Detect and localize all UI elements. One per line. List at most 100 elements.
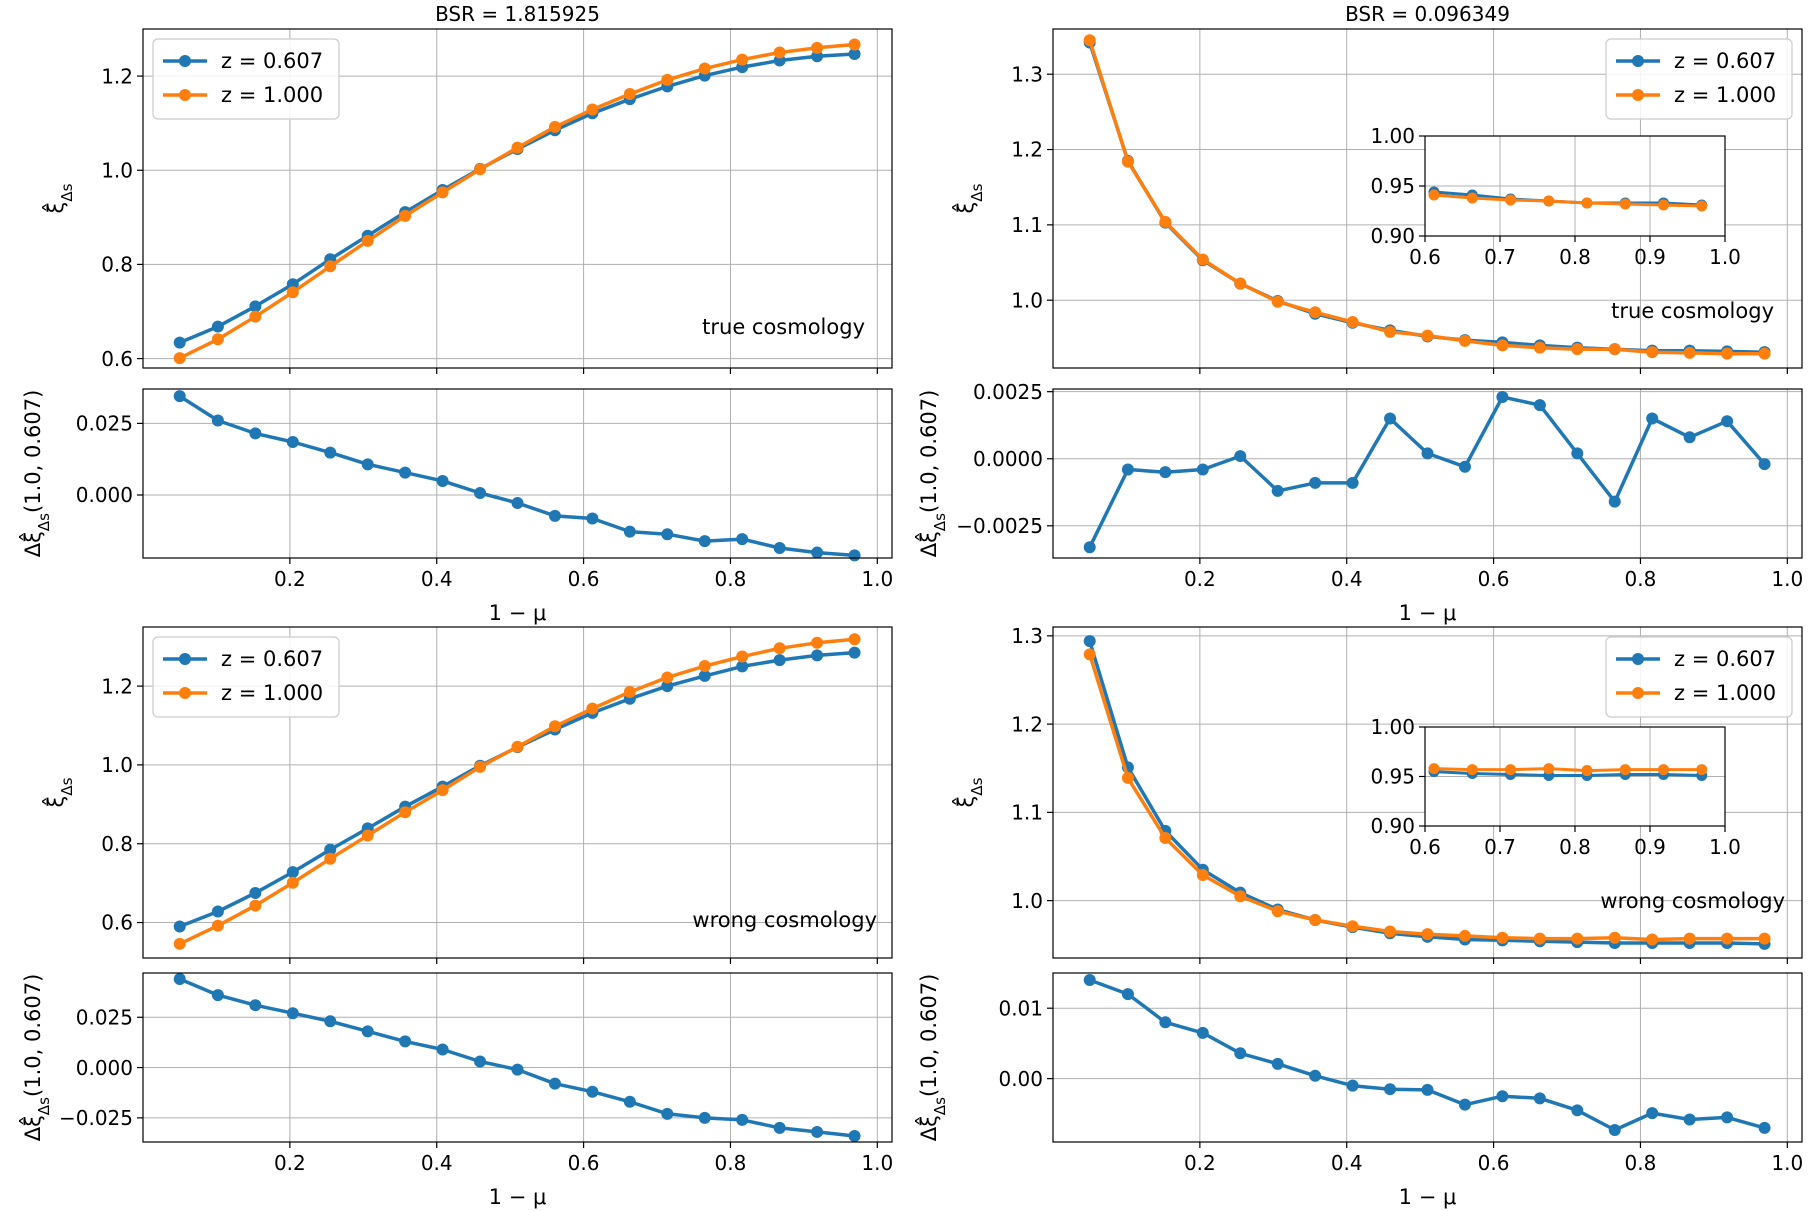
bottom-right-main-legend-label: z = 1.000 [1674, 681, 1776, 705]
top-left-main-frame [142, 28, 893, 369]
bottom-left-diff-series-0-point [511, 1063, 524, 1076]
top-left-main-title: BSR = 1.815925 [435, 2, 600, 26]
top-right-main-legend-label: z = 0.607 [1674, 49, 1776, 73]
top-left-main-series-0-point [249, 300, 262, 313]
bottom-right-main-inset: 0.90 0.95 1.00 0.6 0.7 0.8 0.9 1.0 [1370, 715, 1740, 859]
bottom-right-main-inset-x-tick-label: 0.7 [1484, 835, 1516, 859]
bottom-right-main-series-1-point [1159, 831, 1172, 844]
bottom-right-main-inset-series-1-point [1543, 763, 1555, 775]
top-right-diff-series-0-point [1646, 412, 1659, 425]
top-right-main-inset-series-1-line [1433, 193, 1702, 208]
bottom-left-diff-frame [142, 972, 893, 1143]
bottom-right-diff-series-0-point [1196, 1026, 1209, 1039]
top-left-diff-series-0-point [623, 525, 636, 538]
top-left-main-series-1-point [511, 141, 524, 154]
top-right-diff-series-0-point [1083, 541, 1096, 554]
top-left-main-series-1-point [623, 87, 636, 100]
bottom-right-main-series-1-point [1271, 905, 1284, 918]
bottom-left-main-series-0-point [736, 660, 749, 673]
top-left-main-legend-box [152, 38, 340, 120]
top-left-main-y-tick-label: 1.0 [101, 158, 133, 182]
top-right-main-inset-x-tick-label: 0.9 [1634, 245, 1666, 269]
bottom-right-main-inset-series-1-point [1696, 764, 1708, 776]
top-right-diff-x-tick-label: 0.2 [1184, 567, 1216, 591]
bottom-right-main-series-1-point [1234, 890, 1247, 903]
top-right-main-y-tick-label: 1.0 [1011, 288, 1043, 312]
bottom-right-diff-series-0-point [1608, 1124, 1621, 1137]
bottom-left-main-y-tick-label: 0.6 [101, 911, 133, 935]
top-left-main-series-1-point [173, 352, 186, 365]
bottom-left-main-series-1-point [286, 876, 299, 889]
top-left-main-series-0-point [211, 320, 224, 333]
bottom-right-main-inset-x-tick-label: 0.8 [1559, 835, 1591, 859]
bottom-left-main-series-1-point [474, 760, 487, 773]
bottom-right-main-series-1-point [1608, 931, 1621, 944]
bottom-left-diff-y-axis-label: Δξ̂Δs(1.0, 0.607) [19, 974, 53, 1142]
top-left-main-legend-swatch-marker [179, 89, 191, 101]
top-right-main-inset-series-1-point [1696, 200, 1708, 212]
bottom-right-main-inset-x-tick-label: 0.6 [1409, 835, 1441, 859]
bottom-left-main-series-1-point [848, 633, 861, 646]
bottom-left-diff-y-tick-label: 0.000 [76, 1056, 133, 1080]
top-right-diff-series-0-point [1346, 476, 1359, 489]
top-left-diff-x-tick-label: 0.8 [715, 567, 747, 591]
bottom-left-diff: −0.025 0.000 0.025 0.2 0.4 0.6 0.8 1.0 [59, 972, 893, 1175]
top-left-diff-x-tick-label: 0.4 [421, 567, 453, 591]
top-left-main-legend-label: z = 0.607 [221, 49, 323, 73]
bottom-left-diff-x-tick-label: 0.2 [274, 1151, 306, 1175]
top-left-main-y-tick-label: 1.2 [101, 64, 133, 88]
top-left-main-series-1-point [361, 234, 374, 247]
bottom-left-main-y-tick-label: 1.0 [101, 753, 133, 777]
top-right-main-series-1-point [1309, 306, 1322, 319]
bottom-right-main-series-1-point [1683, 932, 1696, 945]
bottom-right-main-series-1-point [1384, 925, 1397, 938]
top-left-main-series-1-point [249, 310, 262, 323]
top-right-main-inset-x-tick-label: 1.0 [1709, 245, 1741, 269]
top-right-main-series-1-point [1346, 316, 1359, 329]
bottom-right-diff-series-0-point [1346, 1079, 1359, 1092]
bottom-right-main-inset-series-1-point [1619, 764, 1631, 776]
bottom-right-diff-series-0-point [1121, 988, 1134, 1001]
top-right-main-legend-box [1605, 38, 1793, 120]
top-right-main-series-1-point [1196, 253, 1209, 266]
top-left-main-series-1-point [548, 120, 561, 133]
top-right-main-y-tick-label: 1.1 [1011, 213, 1043, 237]
top-right-main-series-1-point [1721, 347, 1734, 360]
top-right-main-inset-x-tick-label: 0.7 [1484, 245, 1516, 269]
bottom-right-diff-series-0-point [1646, 1107, 1659, 1120]
top-right-main-series-1-point [1683, 346, 1696, 359]
top-right-main-y-axis-label: ξ̂Δs [952, 183, 986, 213]
top-right-diff-series-0-point [1384, 412, 1397, 425]
top-left-main-series-1-point [773, 46, 786, 59]
top-right-main-y-tick-label: 1.3 [1011, 62, 1043, 86]
bottom-right-main-y-tick-label: 1.1 [1011, 801, 1043, 825]
top-right-main-inset-x-tick-label: 0.6 [1409, 245, 1441, 269]
bottom-left-main-series-0-point [698, 669, 711, 682]
bottom-right-main-legend-label: z = 0.607 [1674, 647, 1776, 671]
top-right-main-annotation: true cosmology [1611, 299, 1774, 323]
top-right-main-inset-series-1-point [1428, 189, 1440, 201]
top-right-diff-series-0-point [1458, 460, 1471, 473]
bottom-right-diff-frame [1052, 972, 1803, 1143]
top-right-main-series-1-point [1421, 329, 1434, 342]
top-right-main-inset-series-1-point [1658, 199, 1669, 211]
bottom-left-main-series-1-point [399, 806, 412, 819]
top-right-diff-x-tick-label: 1.0 [1771, 567, 1803, 591]
top-left-main-series-0-point [173, 336, 186, 349]
top-right-main-frame [1052, 28, 1803, 369]
top-left-diff-series-0-point [399, 466, 412, 479]
bottom-right-diff-series-0-point [1309, 1069, 1322, 1082]
bottom-right-diff-x-tick-label: 0.2 [1184, 1151, 1216, 1175]
bottom-left-main-y-tick-label: 0.8 [101, 832, 133, 856]
top-left-main-series-1-point [848, 38, 861, 51]
bottom-left-diff-series-0-point [623, 1095, 636, 1108]
bottom-left-main-series-0-point [211, 905, 224, 918]
bottom-left-main-legend-box [152, 636, 340, 718]
bottom-right-main-legend-swatch-marker [1632, 687, 1644, 699]
bottom-left-diff-series-0-point [249, 999, 262, 1012]
top-left-diff-series-0-point [173, 390, 186, 403]
top-right-main-legend-swatch-marker [1632, 89, 1644, 101]
bottom-left-diff-series-0-point [736, 1113, 749, 1126]
top-right-diff-x-axis-label: 1 − μ [1399, 601, 1457, 625]
